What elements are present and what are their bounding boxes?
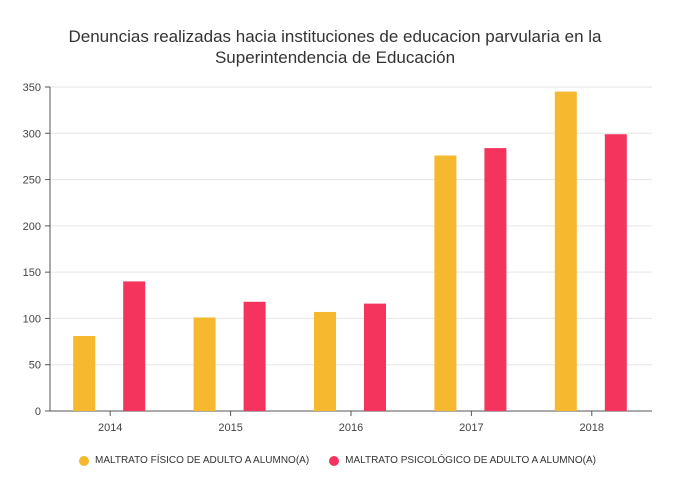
bar-fisico-2017[interactable] bbox=[434, 155, 457, 411]
bar-fisico-2014[interactable] bbox=[73, 336, 96, 411]
chart-legend: MALTRATO FÍSICO DE ADULTO A ALUMNO(A) MA… bbox=[0, 455, 675, 466]
chart-title-line-2: Superintendencia de Educación bbox=[214, 48, 456, 67]
legend-label-fisico: MALTRATO FÍSICO DE ADULTO A ALUMNO(A) bbox=[95, 455, 310, 466]
bar-psicologico-2015[interactable] bbox=[243, 301, 266, 411]
legend-item-fisico[interactable]: MALTRATO FÍSICO DE ADULTO A ALUMNO(A) bbox=[79, 455, 309, 466]
legend-label-psicologico: MALTRATO PSICOLÓGICO DE ADULTO A ALUMNO(… bbox=[345, 455, 596, 466]
chart-title: Denuncias realizadas hacia instituciones… bbox=[0, 26, 670, 68]
bar-psicologico-2017[interactable] bbox=[484, 148, 507, 411]
y-tick-label: 300 bbox=[23, 128, 41, 140]
bar-fisico-2018[interactable] bbox=[554, 91, 577, 411]
x-tick-label: 2018 bbox=[580, 422, 604, 434]
y-tick-label: 50 bbox=[29, 360, 41, 372]
y-tick-label: 0 bbox=[35, 406, 41, 418]
bar-chart: 0 50 100 150 200 250 300 350 2014 2015 2016 2017 201… bbox=[23, 82, 652, 434]
legend-swatch-psicologico bbox=[329, 455, 340, 466]
y-tick-label: 150 bbox=[23, 267, 41, 279]
bar-fisico-2015[interactable] bbox=[193, 317, 216, 411]
bar-psicologico-2014[interactable] bbox=[123, 281, 146, 411]
y-tick-label: 200 bbox=[23, 221, 41, 233]
legend-swatch-fisico bbox=[79, 455, 90, 466]
x-tick-label: 2017 bbox=[459, 422, 483, 434]
x-tick-label: 2015 bbox=[218, 422, 242, 434]
bar-fisico-2016[interactable] bbox=[314, 311, 336, 411]
chart-title-line-1: Denuncias realizadas hacia instituciones… bbox=[68, 27, 602, 46]
legend-item-psicologico[interactable]: MALTRATO PSICOLÓGICO DE ADULTO A ALUMNO(… bbox=[329, 455, 596, 466]
y-tick-label: 250 bbox=[23, 175, 41, 187]
x-tick-label: 2016 bbox=[339, 422, 363, 434]
x-tick-label: 2014 bbox=[98, 422, 122, 434]
bar-psicologico-2018[interactable] bbox=[604, 134, 627, 411]
y-tick-label: 350 bbox=[23, 82, 41, 94]
y-tick-label: 100 bbox=[23, 313, 41, 325]
bar-psicologico-2016[interactable] bbox=[364, 303, 386, 411]
